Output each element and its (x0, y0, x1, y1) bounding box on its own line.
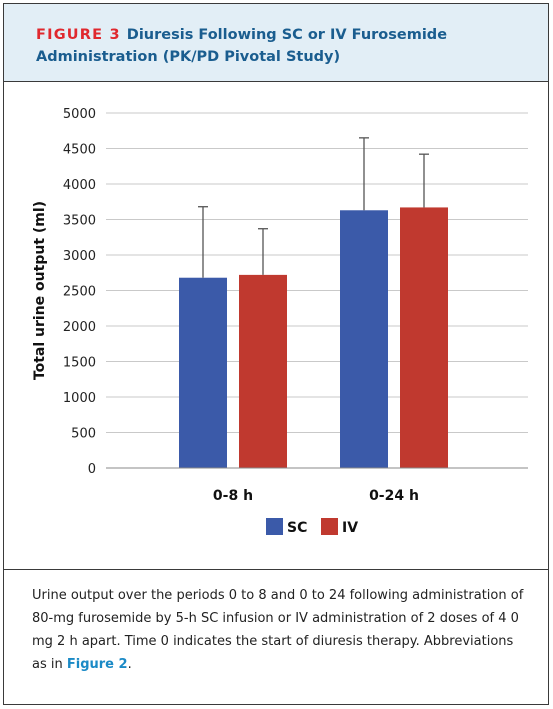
bar-chart: 0 500 1000 1500 2000 2500 3000 3500 4000 4500 5000… (32, 107, 528, 536)
y-tick-label: 0 (88, 462, 96, 477)
bar-sc (179, 277, 227, 468)
caption-figure-link[interactable]: Figure 2 (66, 657, 128, 672)
y-tick-label: 4000 (63, 178, 96, 193)
y-tick-label: 1500 (63, 356, 96, 371)
y-tick-label: 1000 (63, 391, 96, 406)
figure-header: FIGURE 3 Diuresis Following SC or IV Furo… (4, 4, 548, 82)
divider (4, 569, 548, 570)
y-axis-label: Total urine output (ml) (32, 201, 48, 380)
legend-swatch-iv (321, 518, 338, 535)
y-tick-label: 3500 (63, 214, 96, 229)
figure-label: FIGURE 3 (36, 27, 121, 43)
x-tick-label: 0-8 h (213, 488, 253, 504)
y-tick-label: 2000 (63, 320, 96, 335)
y-tick-label: 2500 (63, 285, 96, 300)
y-tick-label: 5000 (63, 107, 96, 122)
y-tick-label: 4500 (63, 143, 96, 158)
bar-sc (340, 210, 388, 468)
bar-iv (239, 274, 287, 468)
legend-label-sc: SC (287, 520, 307, 536)
legend-swatch-sc (266, 518, 283, 535)
figure-title: FIGURE 3 Diuresis Following SC or IV Furo… (36, 24, 516, 68)
y-tick-label: 500 (71, 427, 96, 442)
y-tick-label: 3000 (63, 249, 96, 264)
figure-title-text: Diuresis Following SC or IV Furosemide A… (36, 27, 448, 65)
figure-caption: Urine output over the periods 0 to 8 and… (32, 584, 532, 676)
caption-text: Urine output over the periods 0 to 8 and… (32, 588, 524, 672)
legend-label-iv: IV (342, 520, 358, 536)
chart-area: 0 500 1000 1500 2000 2500 3000 3500 4000 4500 5000… (4, 82, 548, 569)
caption-end: . (127, 657, 132, 672)
x-tick-label: 0-24 h (369, 488, 419, 504)
figure-frame: FIGURE 3 Diuresis Following SC or IV Furo… (3, 3, 549, 705)
bar-iv (400, 207, 448, 468)
